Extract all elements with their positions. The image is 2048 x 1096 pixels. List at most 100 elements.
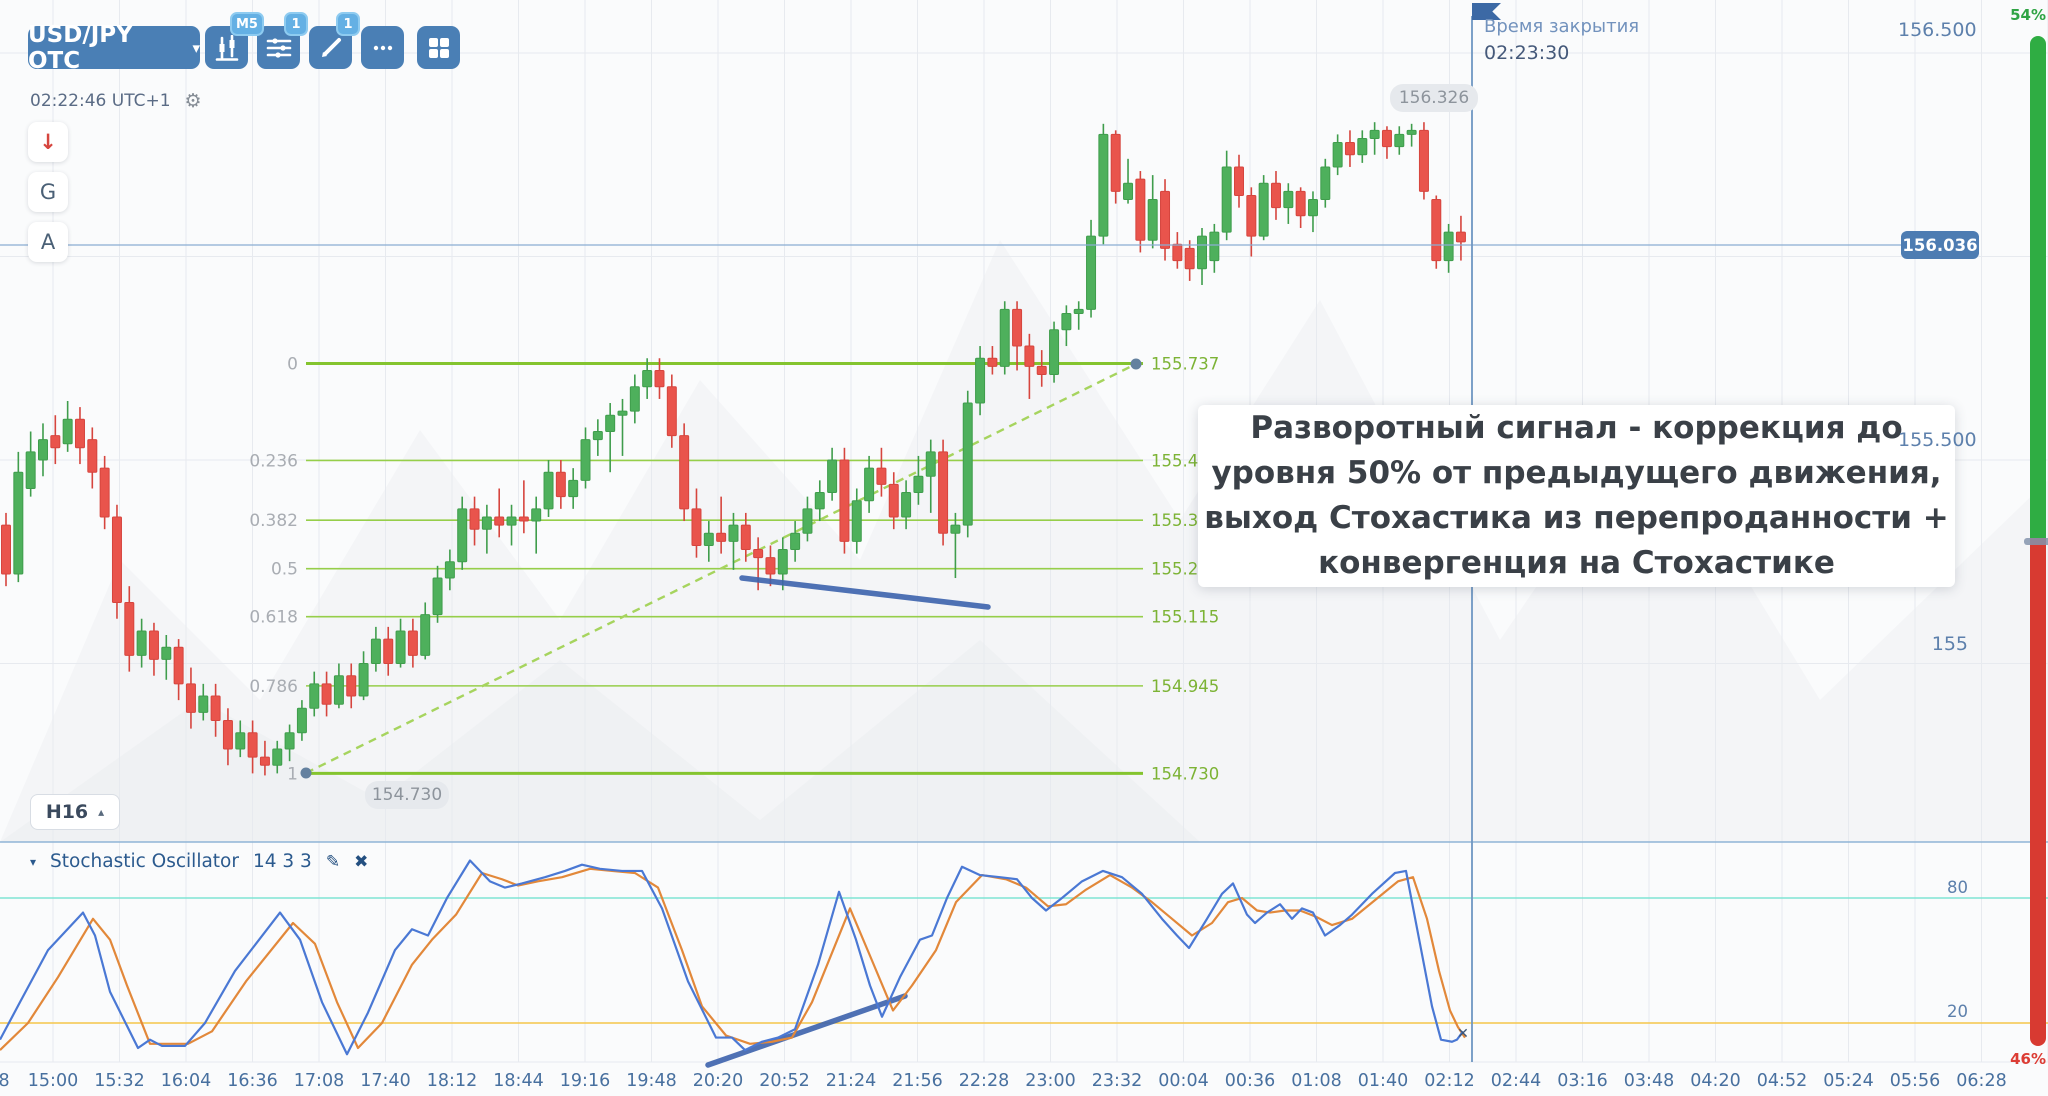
candle-body[interactable] xyxy=(333,675,344,705)
candle-body[interactable] xyxy=(210,695,221,721)
candle-body[interactable] xyxy=(259,756,270,766)
candle-body[interactable] xyxy=(777,549,788,575)
time-axis-label[interactable]: 16:36 xyxy=(227,1071,277,1091)
time-axis-label[interactable]: 04:20 xyxy=(1690,1071,1740,1091)
candle-body[interactable] xyxy=(1,524,11,575)
candle-body[interactable] xyxy=(938,451,949,534)
gear-icon[interactable]: ⚙ xyxy=(184,90,202,112)
candle-body[interactable] xyxy=(370,638,381,665)
candle-body[interactable] xyxy=(962,402,973,526)
candle-body[interactable] xyxy=(543,471,554,510)
candle-body[interactable] xyxy=(481,516,492,530)
layout-grid-button[interactable] xyxy=(417,26,460,69)
candle-body[interactable] xyxy=(654,369,665,388)
candle-body[interactable] xyxy=(925,451,936,477)
candle-body[interactable] xyxy=(173,646,184,685)
candle-body[interactable] xyxy=(346,675,357,697)
candle-body[interactable] xyxy=(765,557,776,575)
candle-body[interactable] xyxy=(1036,365,1047,376)
time-axis-label[interactable]: 18:12 xyxy=(427,1071,477,1091)
candle-body[interactable] xyxy=(358,663,369,697)
candle-body[interactable] xyxy=(1172,243,1183,262)
candle-body[interactable] xyxy=(124,601,135,656)
candle-body[interactable] xyxy=(1012,308,1023,347)
candle-body[interactable] xyxy=(580,439,591,481)
candle-body[interactable] xyxy=(1197,235,1208,270)
candle-body[interactable] xyxy=(839,459,850,542)
candle-body[interactable] xyxy=(876,467,887,485)
time-axis-label[interactable]: 15:00 xyxy=(28,1071,78,1091)
time-axis-label[interactable]: 05:56 xyxy=(1890,1071,1940,1091)
candle-body[interactable] xyxy=(827,459,838,494)
candle-body[interactable] xyxy=(74,418,85,449)
collapse-caret-icon[interactable]: ▾ xyxy=(30,854,37,869)
candle-body[interactable] xyxy=(642,369,653,388)
candle-body[interactable] xyxy=(790,532,801,551)
candle-body[interactable] xyxy=(1406,129,1417,135)
candle-body[interactable] xyxy=(13,471,24,575)
candle-body[interactable] xyxy=(420,614,431,656)
candle-body[interactable] xyxy=(272,748,283,766)
candle-body[interactable] xyxy=(913,475,924,494)
candle-body[interactable] xyxy=(814,492,825,510)
candle-body[interactable] xyxy=(753,549,764,559)
time-axis-label[interactable]: 06:28 xyxy=(1956,1071,2006,1091)
candle-body[interactable] xyxy=(469,508,480,530)
candle-body[interactable] xyxy=(999,308,1010,367)
candle-body[interactable] xyxy=(1258,182,1269,237)
time-axis-label[interactable]: 05:24 xyxy=(1823,1071,1873,1091)
candle-body[interactable] xyxy=(851,500,862,542)
candle-body[interactable] xyxy=(518,516,529,522)
candle-body[interactable] xyxy=(296,707,307,734)
candle-body[interactable] xyxy=(1443,231,1454,262)
candle-body[interactable] xyxy=(1295,190,1306,217)
candle-body[interactable] xyxy=(1110,133,1121,192)
candle-body[interactable] xyxy=(703,532,714,546)
candle-body[interactable] xyxy=(1049,329,1060,376)
time-axis-label[interactable]: 18:44 xyxy=(493,1071,543,1091)
candle-body[interactable] xyxy=(1394,133,1405,148)
candle-body[interactable] xyxy=(1135,178,1146,241)
time-axis-label[interactable]: 01:08 xyxy=(1291,1071,1341,1091)
candle-body[interactable] xyxy=(666,386,677,437)
fib-dashed-trendline[interactable] xyxy=(305,362,1137,775)
candle-body[interactable] xyxy=(37,439,48,461)
a-tool-button[interactable]: A xyxy=(28,222,68,262)
candle-body[interactable] xyxy=(568,479,579,498)
candle-body[interactable] xyxy=(1221,166,1232,233)
candle-body[interactable] xyxy=(740,524,751,551)
candle-body[interactable] xyxy=(457,508,468,563)
candle-body[interactable] xyxy=(950,524,961,534)
time-axis-label[interactable]: 15:32 xyxy=(94,1071,144,1091)
candle-body[interactable] xyxy=(629,386,640,412)
candle-body[interactable] xyxy=(1160,190,1171,249)
candle-body[interactable] xyxy=(1073,308,1084,314)
candle-body[interactable] xyxy=(1184,247,1195,270)
candle-body[interactable] xyxy=(1123,182,1134,201)
candle-body[interactable] xyxy=(395,630,406,665)
close-icon[interactable]: ✖ xyxy=(354,851,369,872)
candle-body[interactable] xyxy=(161,646,172,660)
candle-body[interactable] xyxy=(1431,199,1442,262)
time-axis-label[interactable]: 17:08 xyxy=(294,1071,344,1091)
time-axis-label[interactable]: 20:52 xyxy=(759,1071,809,1091)
candle-body[interactable] xyxy=(198,695,209,713)
candle-body[interactable] xyxy=(506,516,517,526)
candle-body[interactable] xyxy=(901,492,912,518)
trendline-anchor-dot[interactable] xyxy=(1130,358,1142,370)
candle-body[interactable] xyxy=(1061,312,1072,331)
candle-body[interactable] xyxy=(555,471,566,498)
candle-body[interactable] xyxy=(247,732,258,758)
candle-body[interactable] xyxy=(987,357,998,367)
candle-body[interactable] xyxy=(1283,190,1294,209)
time-axis-label[interactable]: 00:04 xyxy=(1158,1071,1208,1091)
candle-body[interactable] xyxy=(1369,129,1380,139)
g-tool-button[interactable]: G xyxy=(28,172,68,212)
candle-body[interactable] xyxy=(728,524,739,542)
candle-body[interactable] xyxy=(1209,231,1220,262)
candle-body[interactable] xyxy=(605,414,616,433)
edit-pencil-icon[interactable]: ✎ xyxy=(325,851,341,872)
candle-body[interactable] xyxy=(592,431,603,441)
candle-body[interactable] xyxy=(1024,345,1035,367)
